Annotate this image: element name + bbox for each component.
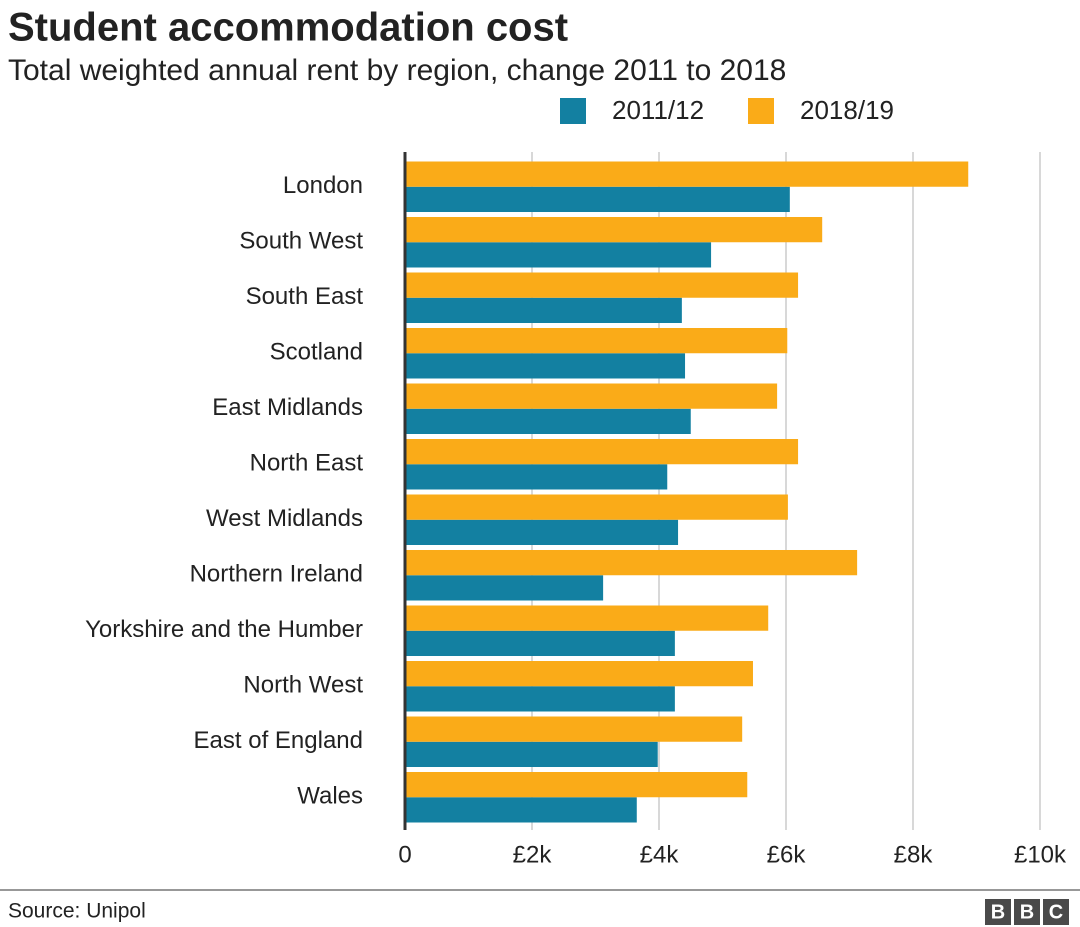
bar [405, 186, 790, 213]
logo-box [1014, 899, 1040, 925]
bar [405, 741, 658, 768]
legend-label: 2018/19 [800, 95, 894, 125]
chart-subtitle: Total weighted annual rent by region, ch… [8, 54, 786, 87]
bar [405, 630, 675, 657]
y-tick-label: Northern Ireland [190, 561, 363, 588]
bar [405, 549, 858, 576]
y-tick-label: West Midlands [206, 505, 363, 532]
x-tick-label: £2k [513, 841, 553, 868]
bar [405, 161, 969, 187]
x-tick-label: £6k [767, 841, 807, 868]
x-tick-label: £8k [894, 841, 934, 868]
bar [405, 438, 799, 465]
logo-letter: C [1049, 901, 1063, 923]
bar [405, 660, 753, 687]
x-tick-label: 0 [398, 841, 411, 868]
bar [405, 383, 778, 409]
y-tick-label: East Midlands [212, 394, 363, 421]
bar [405, 716, 743, 742]
bar [405, 297, 682, 324]
bar [405, 797, 637, 823]
bar [405, 605, 769, 631]
bar [405, 575, 604, 601]
logo-letter: B [991, 901, 1005, 923]
x-tick-label: £10k [1014, 841, 1067, 868]
bar [405, 519, 679, 546]
y-tick-label: South East [246, 283, 364, 310]
logo-box [1043, 899, 1069, 925]
y-tick-label: East of England [194, 727, 363, 754]
chart-title: Student accommodation cost [8, 6, 568, 50]
y-tick-label: South West [239, 228, 363, 255]
logo-letter: B [1020, 901, 1034, 923]
bar [405, 494, 788, 520]
bar [405, 272, 799, 298]
bar [405, 686, 675, 712]
bar [405, 327, 788, 354]
x-tick-label: £4k [640, 841, 680, 868]
y-tick-label: Scotland [270, 339, 363, 366]
y-tick-label: London [283, 172, 363, 199]
y-tick-label: Wales [297, 783, 363, 810]
y-tick-label: Yorkshire and the Humber [85, 616, 363, 643]
y-tick-label: North West [243, 672, 363, 699]
bar [405, 216, 823, 243]
legend-swatch [560, 98, 586, 124]
legend-swatch [748, 98, 774, 124]
legend-label: 2011/12 [612, 95, 704, 125]
bar [405, 408, 691, 435]
bar [405, 353, 686, 379]
bar [405, 464, 668, 490]
bar [405, 771, 748, 798]
logo-box [985, 899, 1011, 925]
source: Source: Unipol [8, 900, 146, 923]
y-tick-label: North East [250, 450, 364, 477]
bar [405, 242, 712, 268]
